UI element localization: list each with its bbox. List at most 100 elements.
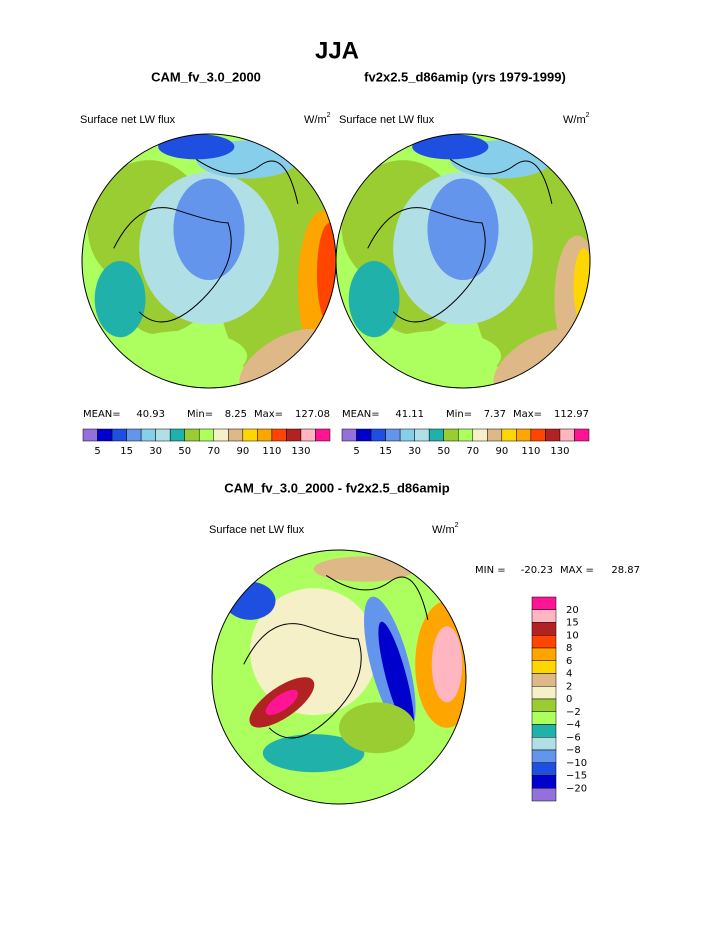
colorbar-box [531,775,557,789]
colorbar-box [271,428,287,442]
map-border [211,549,467,805]
colorbar-box [286,428,302,442]
colorbar-label: 30 [149,446,162,457]
field-region [313,556,416,582]
colorbar-label: −8 [566,745,581,756]
variable: Surface net LW flux [209,524,305,536]
colorbar-box [531,647,557,661]
colorbar-box [213,428,229,442]
colorbar-label: 50 [178,446,191,457]
colorbar-box [111,428,127,442]
colorbar-label: 15 [379,446,392,457]
colorbar-label: −15 [566,771,587,782]
coastline [196,158,299,204]
coastline [243,623,362,739]
colorbar-box [531,635,557,649]
colorbar-box [501,428,517,442]
colorbar-box [198,428,215,442]
field-region [120,330,248,382]
colorbar-label: 5 [94,446,100,457]
field-region [94,261,146,338]
colorbar-box [531,596,557,610]
stat-value: 28.87 [611,565,640,576]
stat-value: 41.11 [395,409,424,420]
stat-label: MAX = [560,565,594,576]
field-region [224,581,276,620]
colorbar-label: 110 [262,446,281,457]
colorbar-box [228,428,244,442]
colorbar-label: −20 [566,783,587,794]
colorbar-box [531,749,557,763]
coastline [367,207,486,323]
colorbar-box [155,428,171,442]
colorbar-box [531,737,557,751]
colorbar-label: 70 [207,446,220,457]
colorbar-box [530,428,546,442]
title: JJA [315,37,359,64]
colorbar-box [574,428,590,442]
colorbar-box [531,660,557,674]
colorbar-label: −2 [566,707,581,718]
field-region [339,702,416,754]
colorbar-box [457,428,474,442]
colorbar-label: 90 [495,446,508,457]
stat-value: 127.08 [295,409,330,420]
colorbar-label: 70 [466,446,479,457]
colorbar-box [97,428,113,442]
colorbar-label: 130 [550,446,569,457]
stat-value: 40.93 [136,409,165,420]
colorbar-box [472,428,488,442]
colorbar-box [341,428,357,442]
field-region [262,734,365,773]
colorbar-box [428,428,444,442]
colorbar-box [370,428,386,442]
units: W/m2 [304,112,331,126]
colorbar-label: 5 [353,446,359,457]
map [82,134,336,388]
colorbar-label: 2 [566,681,572,692]
case-title: CAM_fv_3.0_2000 [151,69,261,84]
stat-value: 112.97 [554,409,589,420]
stat-label: Max= [513,409,542,420]
units: W/m2 [563,112,590,126]
colorbar-box [545,428,561,442]
stat-value: 8.25 [225,409,247,420]
colorbar-label: 4 [566,669,572,680]
colorbar-box [487,428,503,442]
colorbar-label: 130 [291,446,310,457]
stat-label: Max= [254,409,283,420]
colorbar-box [531,762,557,776]
colorbar-box [531,724,557,738]
coastline [450,158,553,204]
colorbar-box [315,428,331,442]
colorbar-label: 10 [566,630,579,641]
case-title: fv2x2.5_d86amip (yrs 1979-1999) [364,69,566,84]
stat-label: Min= [446,409,472,420]
colorbar-box [531,686,557,700]
coastline [326,574,429,620]
colorbar-box [356,428,372,442]
colorbar-label: 30 [408,446,421,457]
variable: Surface net LW flux [80,114,176,126]
colorbar-box [82,428,98,442]
colorbar-box [184,428,200,442]
stat-value: -20.23 [521,565,553,576]
units: W/m2 [432,522,459,536]
field-region [412,134,489,160]
map [212,550,466,804]
colorbar-box [531,622,557,636]
stat-label: MEAN= [342,409,380,420]
colorbar-label: 0 [566,694,572,705]
colorbar-label: 90 [236,446,249,457]
colorbar-box [169,428,185,442]
colorbar-box [443,428,459,442]
colorbar-box [531,609,557,623]
colorbar-label: −10 [566,758,587,769]
colorbar-box [559,428,575,442]
colorbar-label: −4 [566,720,581,731]
colorbar-box [140,428,156,442]
colorbar-box [531,711,557,725]
stat-label: MEAN= [83,409,121,420]
